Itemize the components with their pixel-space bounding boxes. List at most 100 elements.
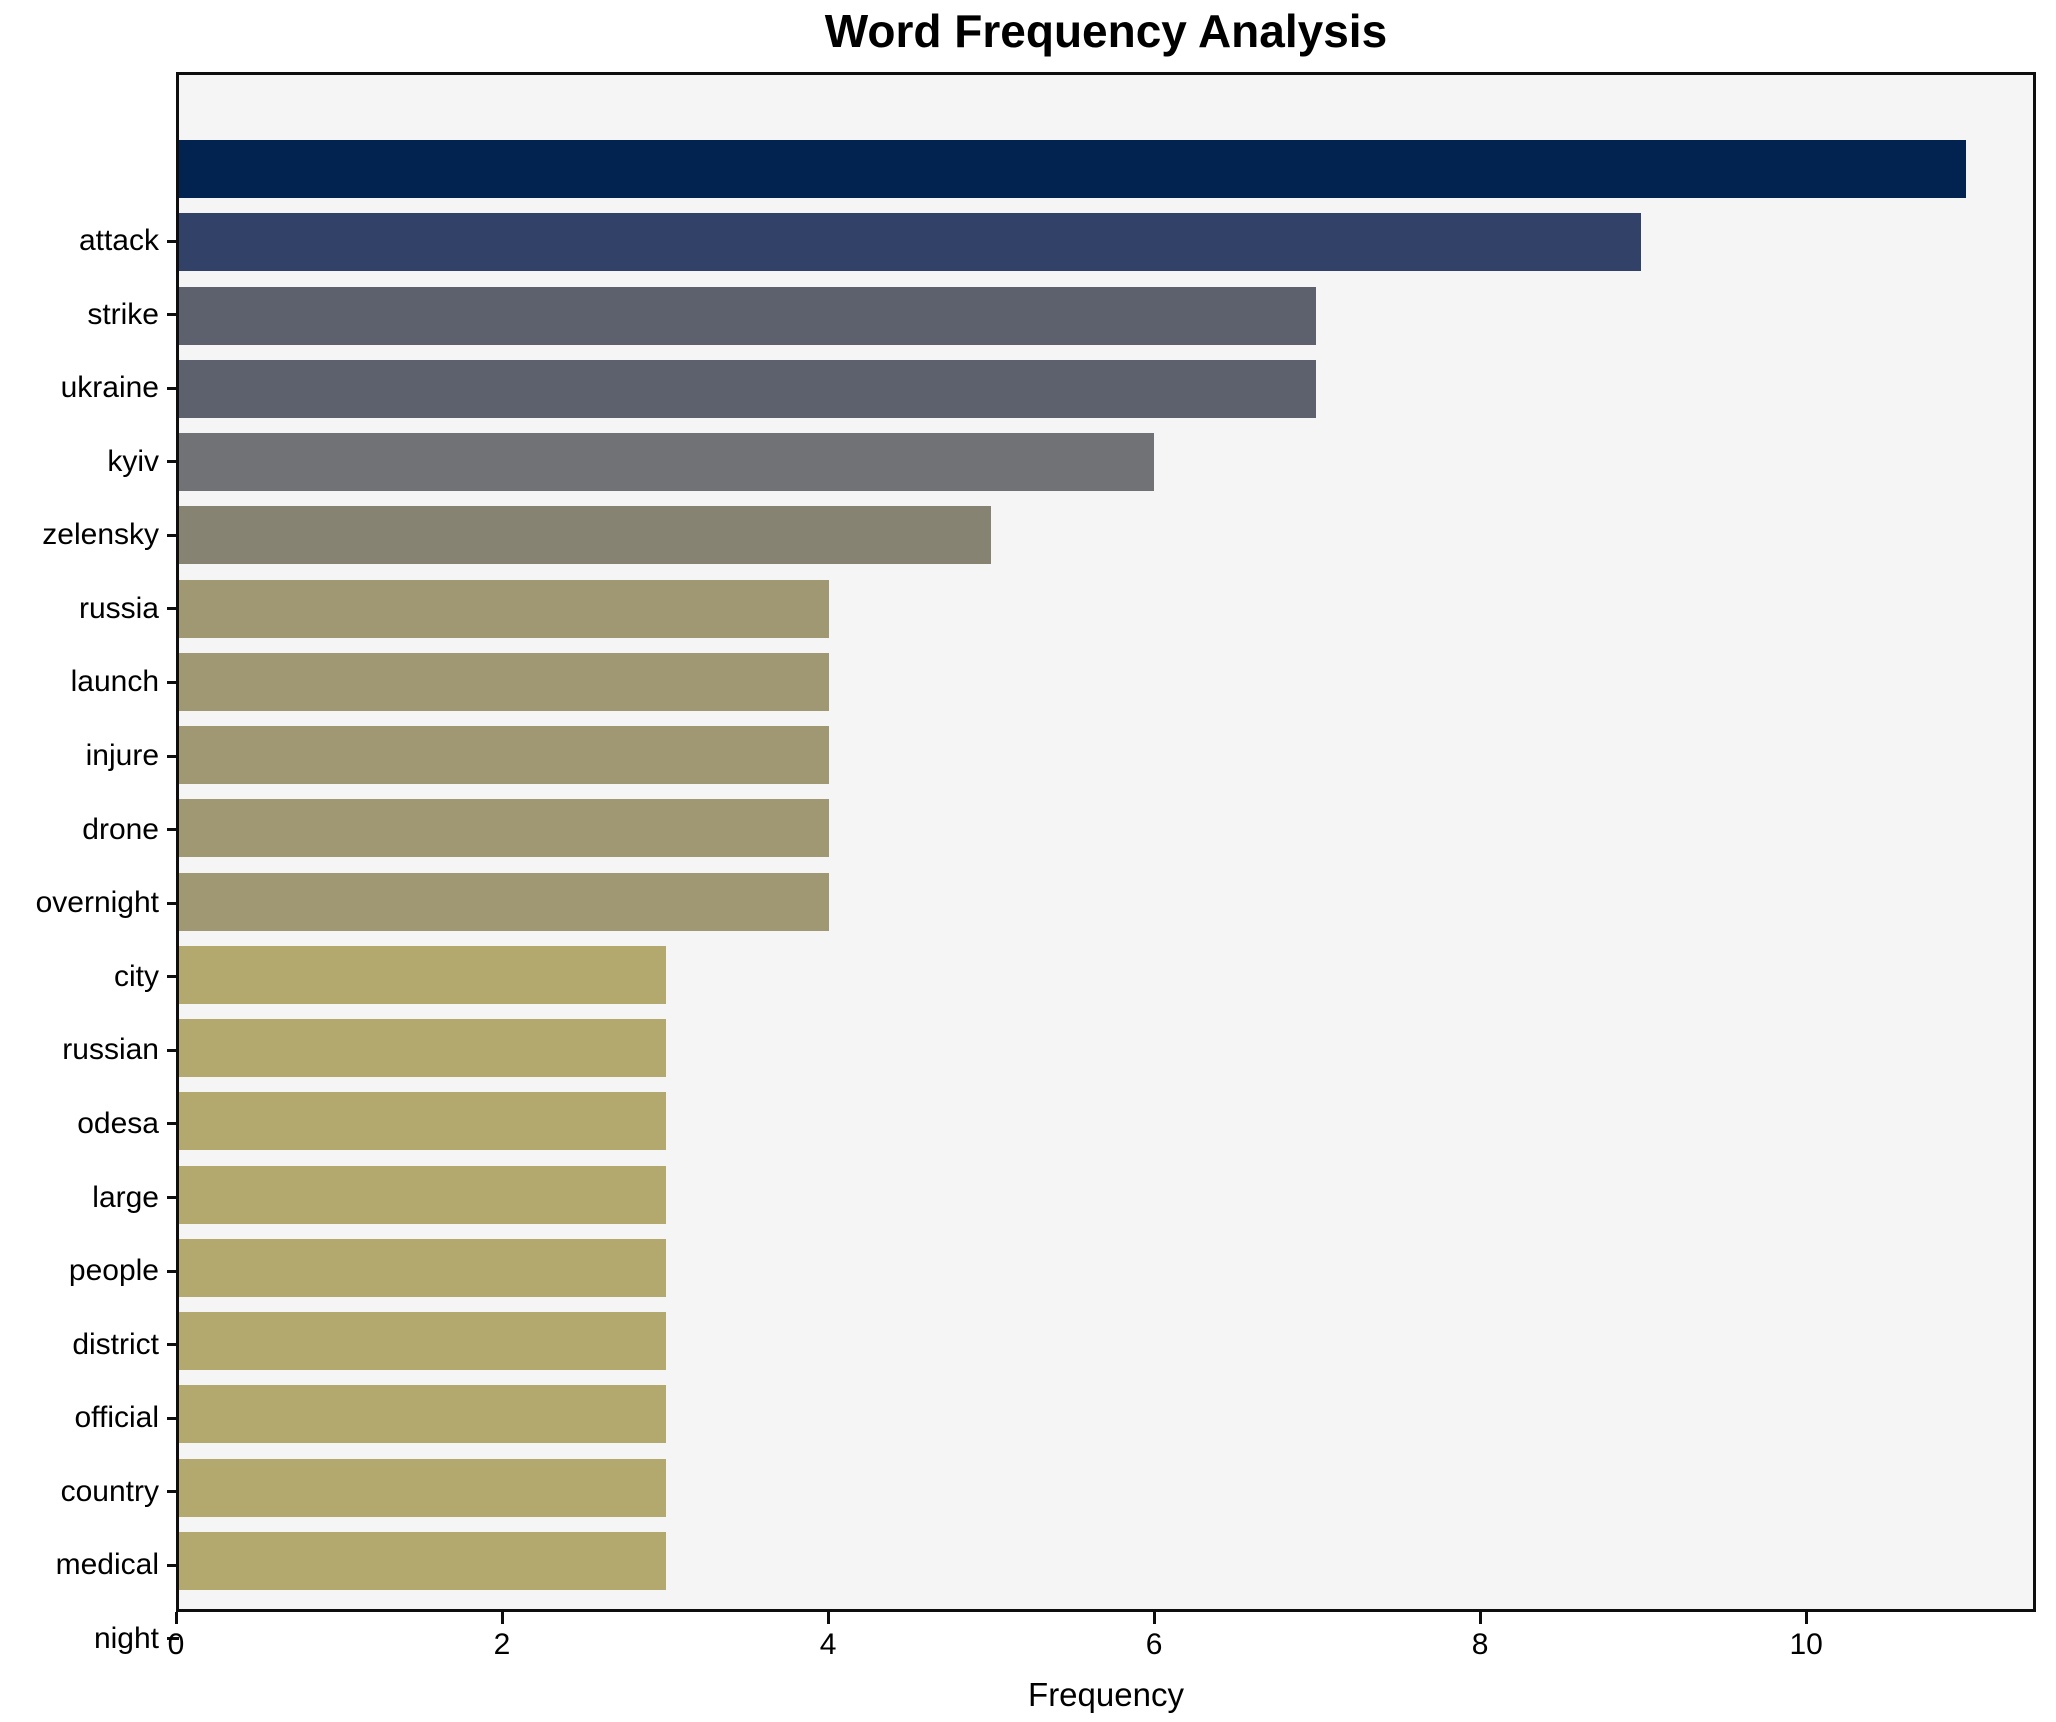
ytick-mark-strike [167, 313, 179, 317]
xtick-mark-8 [1478, 1612, 1482, 1624]
bar-launch [179, 579, 829, 638]
bar-russia [179, 506, 992, 565]
bar-row-zelensky [179, 433, 2033, 491]
ytick-mark-medical [167, 1563, 179, 1567]
bar-row-russian [179, 945, 2033, 1004]
bar-drone [179, 726, 829, 784]
bar-kyiv [179, 359, 1317, 418]
bar-odesa [179, 1019, 667, 1077]
ylabel-country: country [60, 1474, 159, 1508]
bar-row-odesa [179, 1019, 2033, 1077]
ylabel-row-russia: russia [3, 580, 179, 638]
ytick-mark-people [167, 1269, 179, 1273]
ylabel-row-drone: drone [3, 801, 179, 859]
ylabel-launch: launch [70, 665, 159, 699]
ytick-mark-russia [167, 607, 179, 611]
ytick-mark-attack [167, 239, 179, 243]
ytick-mark-kyiv [167, 460, 179, 464]
ylabel-row-district: district [3, 1316, 179, 1374]
ylabel-row-injure: injure [3, 727, 179, 785]
bars-container [179, 140, 2033, 1590]
ytick-mark-drone [167, 828, 179, 832]
bar-official [179, 1312, 667, 1370]
ytick-mark-ukraine [167, 386, 179, 390]
ylabel-night: night [93, 1621, 159, 1655]
ylabel-row-odesa: odesa [3, 1095, 179, 1153]
ytick-mark-russian [167, 1048, 179, 1052]
bar-russian [179, 945, 667, 1004]
ylabel-row-large: large [3, 1169, 179, 1227]
ytick-mark-district [167, 1343, 179, 1347]
xtick-label-6: 6 [1145, 1628, 1163, 1661]
ytick-mark-large [167, 1196, 179, 1200]
bar-strike [179, 213, 1642, 272]
ylabel-zelensky: zelensky [42, 518, 159, 552]
ytick-mark-injure [167, 754, 179, 758]
ytick-mark-odesa [167, 1122, 179, 1126]
ylabel-attack: attack [78, 224, 159, 257]
bar-row-large [179, 1092, 2033, 1151]
bar-row-drone [179, 726, 2033, 784]
bar-ukraine [179, 286, 1317, 345]
ylabel-row-people: people [3, 1242, 179, 1300]
ylabel-row-city: city [3, 948, 179, 1006]
ylabel-ukraine: ukraine [60, 371, 159, 405]
ylabel-row-attack: attack [3, 212, 179, 270]
ytick-mark-official [167, 1416, 179, 1420]
xtick-label-0: 0 [167, 1628, 185, 1661]
xtick-label-2: 2 [493, 1628, 511, 1661]
ylabel-row-medical: medical [3, 1536, 179, 1594]
ytick-mark-launch [167, 680, 179, 684]
ylabel-row-country: country [3, 1463, 179, 1521]
bar-row-night [179, 1531, 2033, 1590]
bar-row-kyiv [179, 359, 2033, 418]
ylabel-russia: russia [78, 591, 159, 625]
ylabel-drone: drone [82, 812, 159, 846]
xtick-label-8: 8 [1471, 1628, 1489, 1661]
bar-attack [179, 140, 1967, 198]
ylabel-row-overnight: overnight [3, 874, 179, 932]
xtick-mark-10 [1804, 1612, 1808, 1624]
x-axis-title: Frequency [1028, 1676, 1184, 1713]
bar-row-launch [179, 579, 2033, 638]
ylabel-large: large [92, 1180, 159, 1214]
bar-row-medical [179, 1458, 2033, 1517]
bar-medical [179, 1458, 667, 1517]
ytick-mark-night [167, 1637, 179, 1641]
bar-country [179, 1385, 667, 1444]
bar-row-ukraine [179, 286, 2033, 345]
xtick-label-10: 10 [1789, 1628, 1823, 1661]
bar-row-official [179, 1312, 2033, 1370]
ylabel-row-zelensky: zelensky [3, 506, 179, 564]
xtick-mark-0 [174, 1612, 178, 1624]
bar-city [179, 872, 829, 931]
bar-row-russia [179, 506, 2033, 565]
ylabel-row-ukraine: ukraine [3, 359, 179, 417]
plot-area: attack strike ukraine kyiv zelensky russia lau… [36, 72, 2036, 1655]
bar-row-city [179, 872, 2033, 931]
ylabel-row-launch: launch [3, 653, 179, 711]
ylabel-odesa: odesa [77, 1106, 159, 1140]
ylabel-district: district [72, 1327, 159, 1361]
ytick-mark-country [167, 1490, 179, 1494]
xtick-label-4: 4 [819, 1628, 837, 1661]
ylabel-kyiv: kyiv [107, 444, 159, 478]
bar-row-injure [179, 652, 2033, 711]
ylabel-strike: strike [87, 297, 159, 331]
bar-injure [179, 652, 829, 711]
xtick-mark-4 [826, 1612, 830, 1624]
chart-title: Word Frequency Analysis [824, 5, 1388, 57]
bar-row-attack [179, 140, 2033, 198]
ylabel-people: people [68, 1254, 159, 1288]
bar-people [179, 1165, 667, 1224]
ylabel-overnight: overnight [35, 886, 159, 920]
bar-row-overnight [179, 799, 2033, 858]
ytick-mark-zelensky [167, 533, 179, 537]
bar-large [179, 1092, 667, 1151]
bar-district [179, 1238, 667, 1297]
ylabel-row-night: night [3, 1610, 179, 1668]
bar-zelensky [179, 433, 1154, 491]
x-axis-ticks: 0 2 4 6 8 10 [168, 1612, 2036, 1672]
ylabel-russian: russian [62, 1033, 159, 1067]
